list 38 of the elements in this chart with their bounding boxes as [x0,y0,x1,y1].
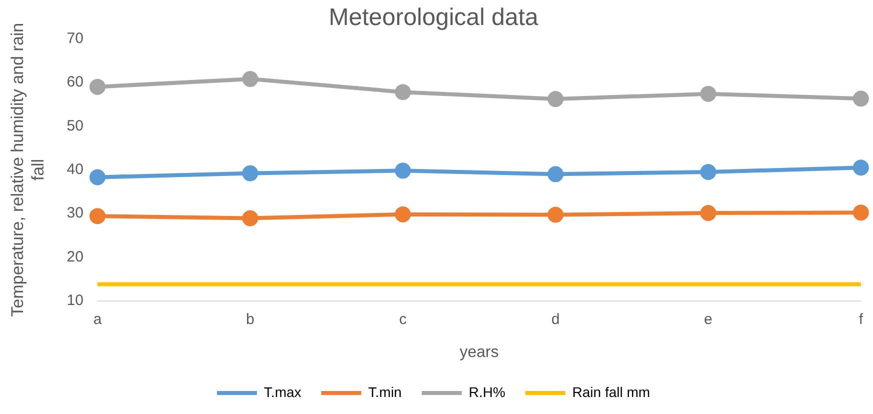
point [700,205,716,222]
point [242,70,258,87]
point [852,90,869,107]
legend-label: T.min [368,384,402,400]
x-tick-label: e [704,310,712,328]
legend-label: R.H% [468,384,506,400]
point [852,160,869,176]
point [242,165,258,182]
point [394,84,411,100]
point [548,166,564,182]
x-tick-label: a [93,310,102,328]
point [89,169,106,186]
y-tick-label: 10 [66,292,84,309]
y-tick-label: 20 [66,248,84,266]
point [89,78,106,95]
point [700,164,716,180]
x-tick-label: d [551,310,560,328]
x-tick-label: c [399,310,408,328]
x-axis-title: years [460,344,499,361]
point [242,210,258,226]
point [394,162,411,179]
y-axis-title: Temperature, relative humidity and rain fall [8,22,48,317]
y-tick-label: 40 [66,160,84,178]
legend-label: Rain fall mm [572,384,650,400]
point [548,206,564,223]
y-tick-label: 70 [66,30,84,47]
x-tick-label: b [246,310,254,328]
point [394,206,411,222]
y-tick-label: 50 [66,117,84,134]
point [852,204,869,221]
x-tick-label: f [858,310,864,328]
point [700,86,716,102]
y-tick-label: 60 [66,74,84,91]
legend-label: T.max [264,384,302,400]
point [89,208,106,224]
y-tick-label: 30 [66,204,84,222]
point [548,91,564,108]
chart-title: Meteorological data [328,4,539,32]
